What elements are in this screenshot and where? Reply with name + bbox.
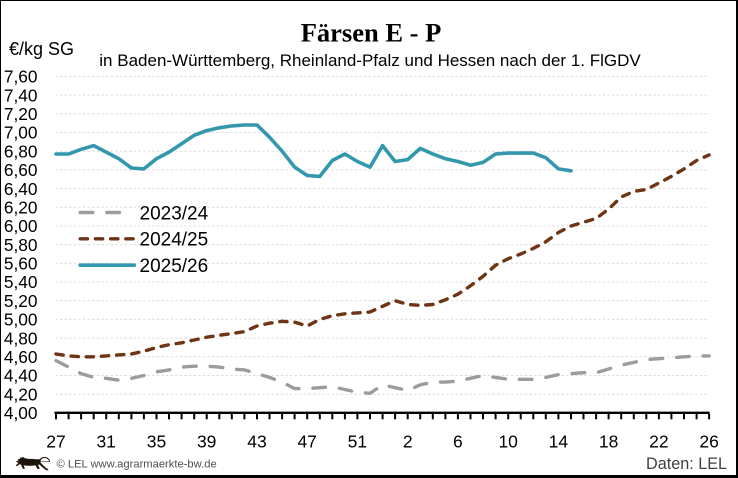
svg-text:22: 22 xyxy=(649,431,668,451)
svg-text:43: 43 xyxy=(247,431,266,451)
svg-text:6: 6 xyxy=(453,431,463,451)
svg-text:7,00: 7,00 xyxy=(4,123,38,143)
svg-text:4,80: 4,80 xyxy=(4,328,38,348)
svg-text:39: 39 xyxy=(197,431,216,451)
svg-text:47: 47 xyxy=(297,431,316,451)
svg-text:Daten: LEL: Daten: LEL xyxy=(646,455,727,473)
svg-text:10: 10 xyxy=(498,431,518,451)
svg-text:6,40: 6,40 xyxy=(4,179,38,199)
svg-text:5,80: 5,80 xyxy=(4,235,38,255)
svg-text:2024/25: 2024/25 xyxy=(140,230,209,251)
svg-text:7,20: 7,20 xyxy=(4,104,38,124)
svg-text:5,60: 5,60 xyxy=(4,254,38,274)
svg-text:4,60: 4,60 xyxy=(4,347,38,367)
svg-text:2023/24: 2023/24 xyxy=(140,203,209,224)
svg-text:14: 14 xyxy=(549,431,569,451)
svg-text:in Baden-Württemberg, Rheinlan: in Baden-Württemberg, Rheinland-Pfalz un… xyxy=(99,51,641,70)
svg-text:5,20: 5,20 xyxy=(4,291,38,311)
svg-text:4,40: 4,40 xyxy=(4,366,38,386)
svg-text:5,00: 5,00 xyxy=(4,310,38,330)
svg-text:35: 35 xyxy=(147,431,166,451)
svg-text:€/kg SG: €/kg SG xyxy=(9,39,74,59)
svg-text:6,20: 6,20 xyxy=(4,198,38,218)
svg-text:18: 18 xyxy=(599,431,618,451)
svg-text:27: 27 xyxy=(46,431,65,451)
svg-text:51: 51 xyxy=(348,431,367,451)
svg-text:31: 31 xyxy=(96,431,115,451)
svg-text:26: 26 xyxy=(699,431,718,451)
svg-text:4,20: 4,20 xyxy=(4,384,38,404)
svg-text:7,40: 7,40 xyxy=(4,85,38,105)
svg-text:2025/26: 2025/26 xyxy=(140,256,209,277)
svg-text:2: 2 xyxy=(403,431,413,451)
svg-text:7,60: 7,60 xyxy=(4,67,38,87)
svg-text:Färsen E - P: Färsen E - P xyxy=(301,18,442,48)
svg-text:6,60: 6,60 xyxy=(4,160,38,180)
svg-text:4,00: 4,00 xyxy=(4,403,38,423)
svg-text:6,00: 6,00 xyxy=(4,216,38,236)
svg-text:© LEL www.agrarmaerkte-bw.de: © LEL www.agrarmaerkte-bw.de xyxy=(57,459,217,471)
svg-text:6,80: 6,80 xyxy=(4,141,38,161)
svg-text:5,40: 5,40 xyxy=(4,272,38,292)
